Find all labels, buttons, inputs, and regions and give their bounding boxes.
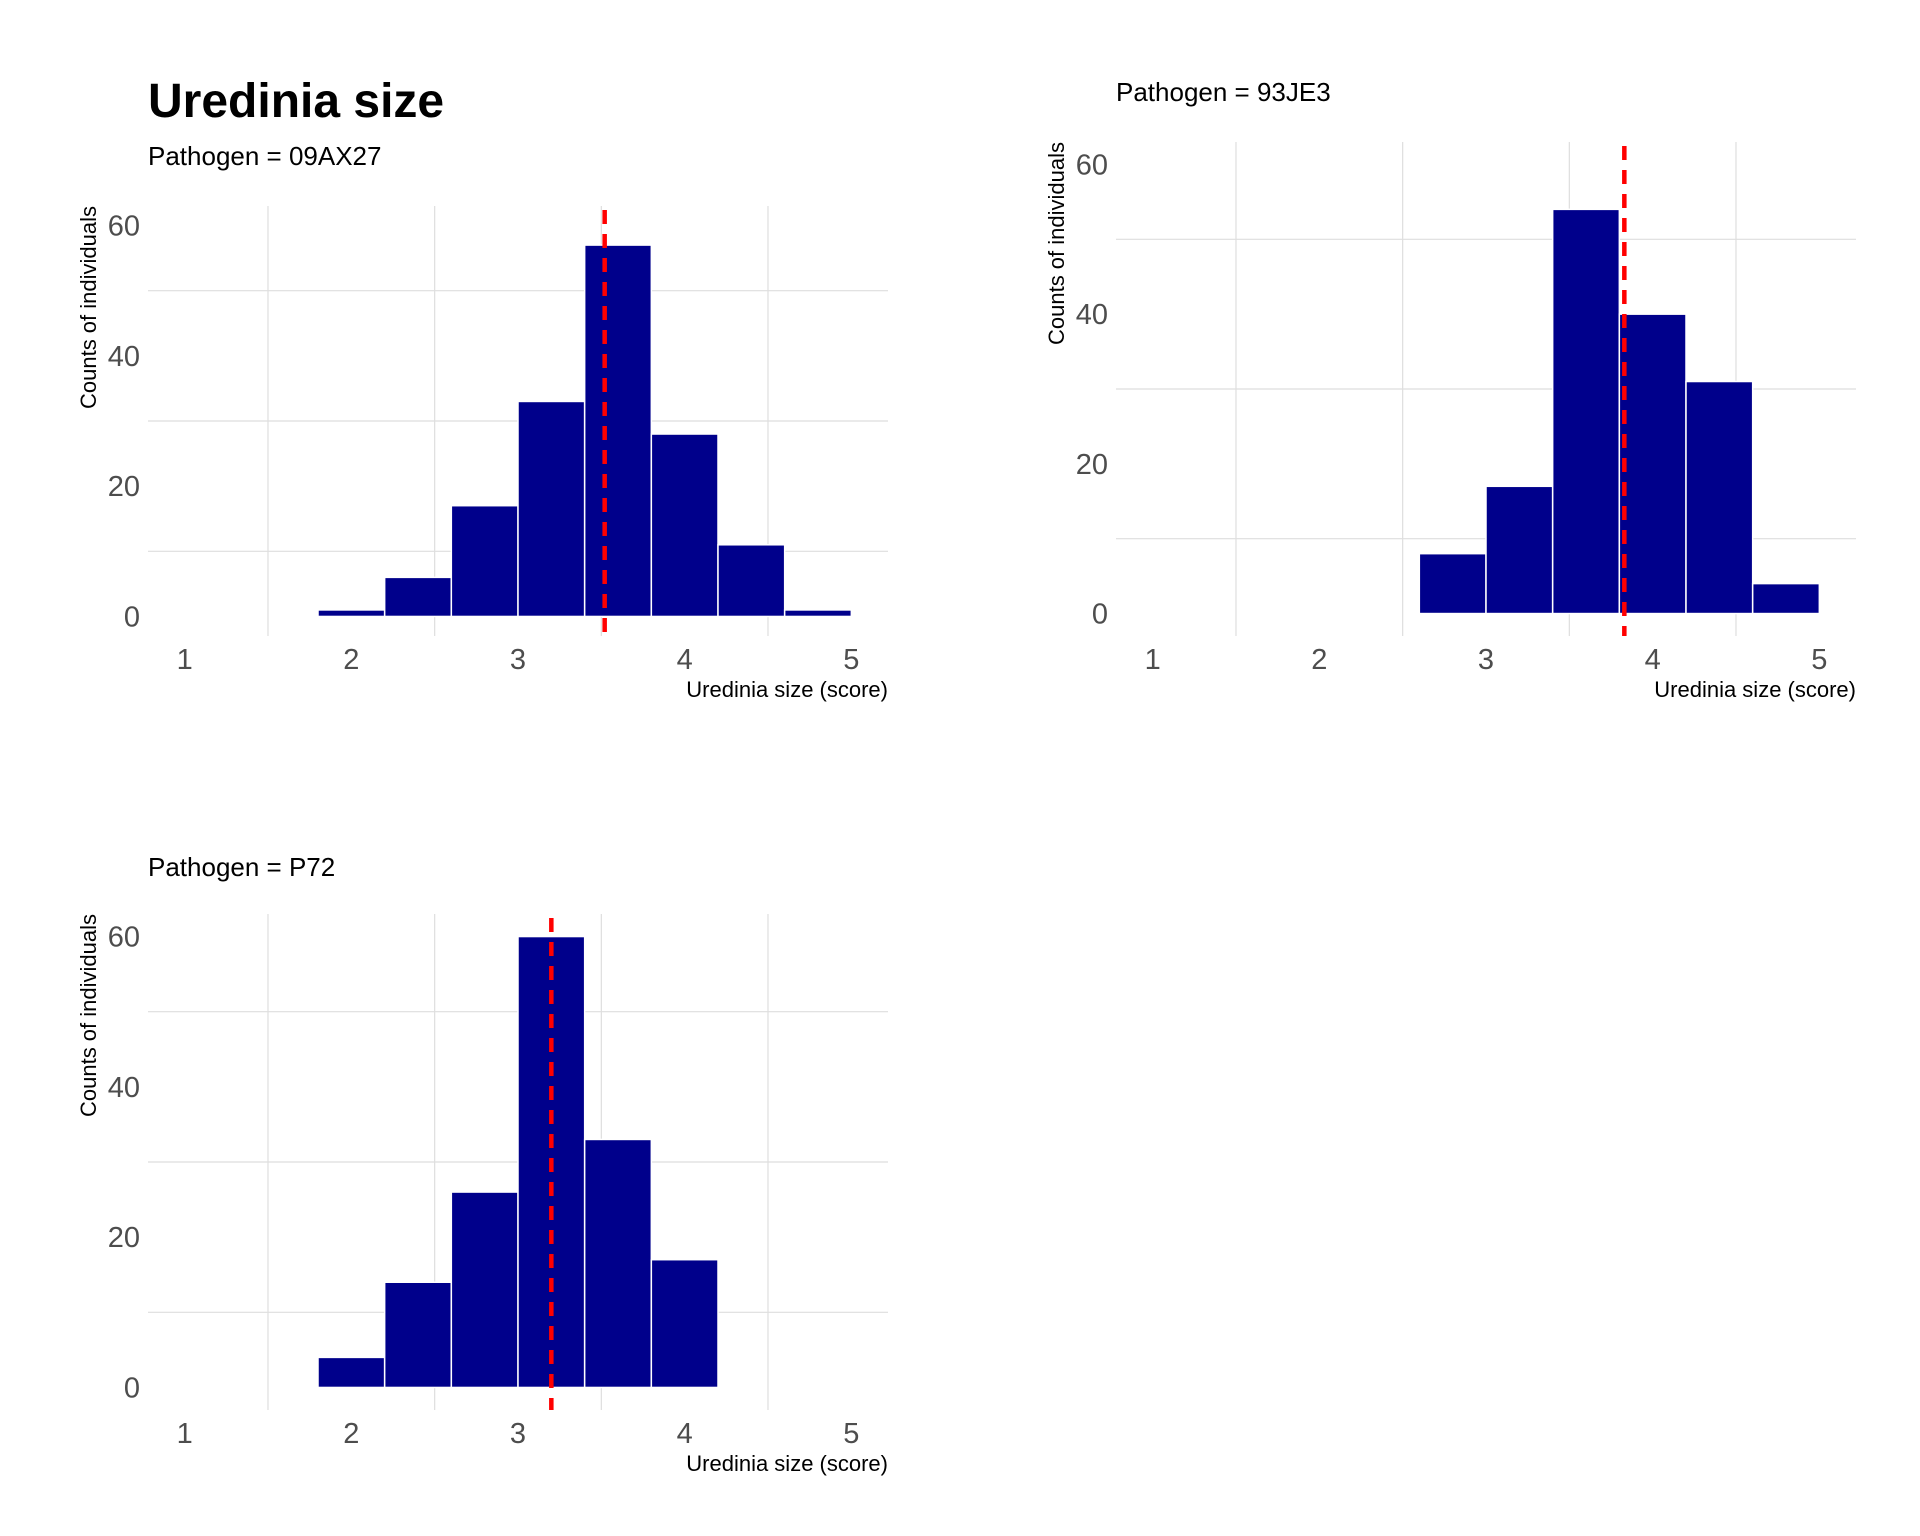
- histogram-bar: [583, 244, 653, 618]
- x-tick-label: 5: [843, 644, 859, 676]
- x-tick-label: 2: [343, 644, 359, 676]
- x-tick-label: 4: [677, 644, 693, 676]
- y-tick-label: 60: [108, 922, 140, 954]
- y-tick-label: 0: [1092, 599, 1108, 631]
- x-tick-label: 4: [677, 1418, 693, 1450]
- x-tick-label: 3: [510, 644, 526, 676]
- y-axis-title: Counts of individuals: [76, 206, 101, 409]
- y-tick-label: 20: [108, 1222, 140, 1254]
- histogram-bar: [450, 1191, 519, 1389]
- x-tick-label: 1: [177, 644, 193, 676]
- y-tick-label: 0: [124, 1372, 140, 1404]
- histogram-bar: [383, 1281, 453, 1389]
- x-axis-title: Uredinia size (score): [1654, 677, 1856, 702]
- y-axis-title: Counts of individuals: [76, 914, 101, 1117]
- y-tick-label: 40: [108, 341, 140, 373]
- panel-subtitle: Pathogen = 93JE3: [1116, 77, 1331, 107]
- panel-subtitle: Pathogen = 09AX27: [148, 141, 381, 171]
- y-tick-label: 40: [108, 1072, 140, 1104]
- x-tick-label: 1: [1145, 644, 1161, 676]
- y-tick-label: 60: [1076, 149, 1108, 181]
- x-tick-label: 3: [510, 1418, 526, 1450]
- histogram-bar: [450, 504, 519, 618]
- y-tick-label: 20: [108, 471, 140, 503]
- histogram-bar: [583, 1138, 653, 1389]
- facet-panel-2: 1 2 3 4 5 0 20 40 60 Pathogen = 93JE3 Uredinia siz…: [1044, 77, 1856, 702]
- histogram-bar: [783, 609, 853, 618]
- main-title: Uredinia size: [148, 75, 444, 128]
- histogram-bar: [1485, 485, 1554, 615]
- histogram-bar: [1418, 552, 1487, 615]
- y-axis-title: Counts of individuals: [1044, 142, 1069, 345]
- histogram-bar: [1551, 208, 1621, 615]
- facet-panel-3: 1 2 3 4 5 0 20 40 60 Pathogen = P72 Uredinia size …: [76, 852, 888, 1476]
- x-axis-title: Uredinia size (score): [686, 677, 888, 702]
- facet-panel-1: 1 2 3 4 5 0 20 40 60 Pathogen = 09AX27 Uredinia si…: [76, 141, 888, 702]
- x-tick-label: 5: [843, 1418, 859, 1450]
- x-tick-label: 1: [177, 1418, 193, 1450]
- histogram-bar: [650, 433, 719, 618]
- y-tick-label: 40: [1076, 299, 1108, 331]
- x-tick-label: 5: [1811, 644, 1827, 676]
- x-tick-label: 2: [343, 1418, 359, 1450]
- x-tick-label: 4: [1645, 644, 1661, 676]
- histogram-bar: [717, 544, 786, 618]
- histogram-bar: [517, 400, 586, 618]
- x-tick-label: 2: [1311, 644, 1327, 676]
- histogram-bar: [1751, 582, 1821, 615]
- y-tick-label: 0: [124, 601, 140, 633]
- histogram-bar: [317, 609, 386, 618]
- x-axis-title: Uredinia size (score): [686, 1451, 888, 1476]
- x-tick-label: 3: [1478, 644, 1494, 676]
- y-tick-label: 20: [1076, 449, 1108, 481]
- histogram-bar: [383, 576, 453, 618]
- histogram-bar: [1618, 313, 1687, 615]
- panel-subtitle: Pathogen = P72: [148, 852, 335, 882]
- histogram-bar: [650, 1258, 719, 1389]
- histogram-bar: [1685, 380, 1754, 615]
- histogram-bar: [317, 1356, 386, 1389]
- y-tick-label: 60: [108, 211, 140, 243]
